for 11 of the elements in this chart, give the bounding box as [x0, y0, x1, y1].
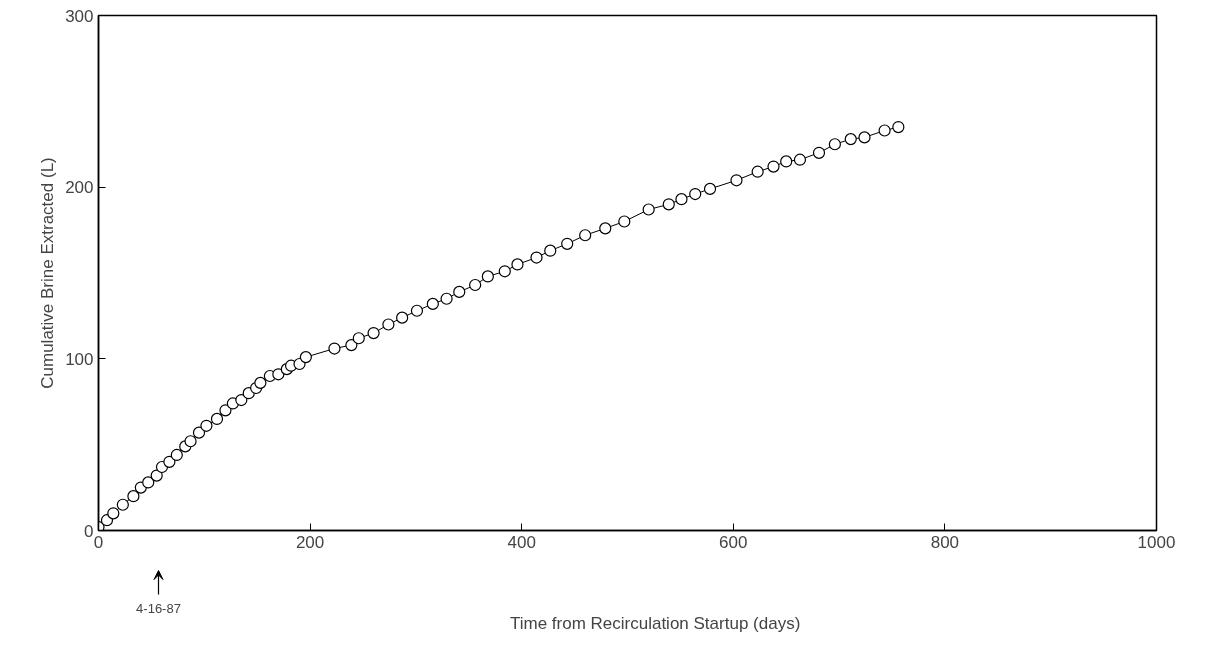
x-tick-label: 200	[295, 532, 325, 552]
y-tick-label: 100	[65, 349, 94, 369]
x-tick-label: 600	[719, 532, 748, 552]
x-tick-label: 1000	[1137, 532, 1176, 552]
x-tick-label: 800	[930, 532, 960, 552]
x-axis-title: Time from Recirculation Startup (days)	[509, 613, 801, 633]
y-tick-label: 300	[65, 6, 94, 26]
y-axis-title: Cumulative Brine Extracted (L)	[38, 157, 58, 389]
text: 4-16-87	[136, 600, 181, 616]
x-tick-label: 400	[507, 532, 536, 552]
y-tick-label: 200	[65, 178, 94, 198]
